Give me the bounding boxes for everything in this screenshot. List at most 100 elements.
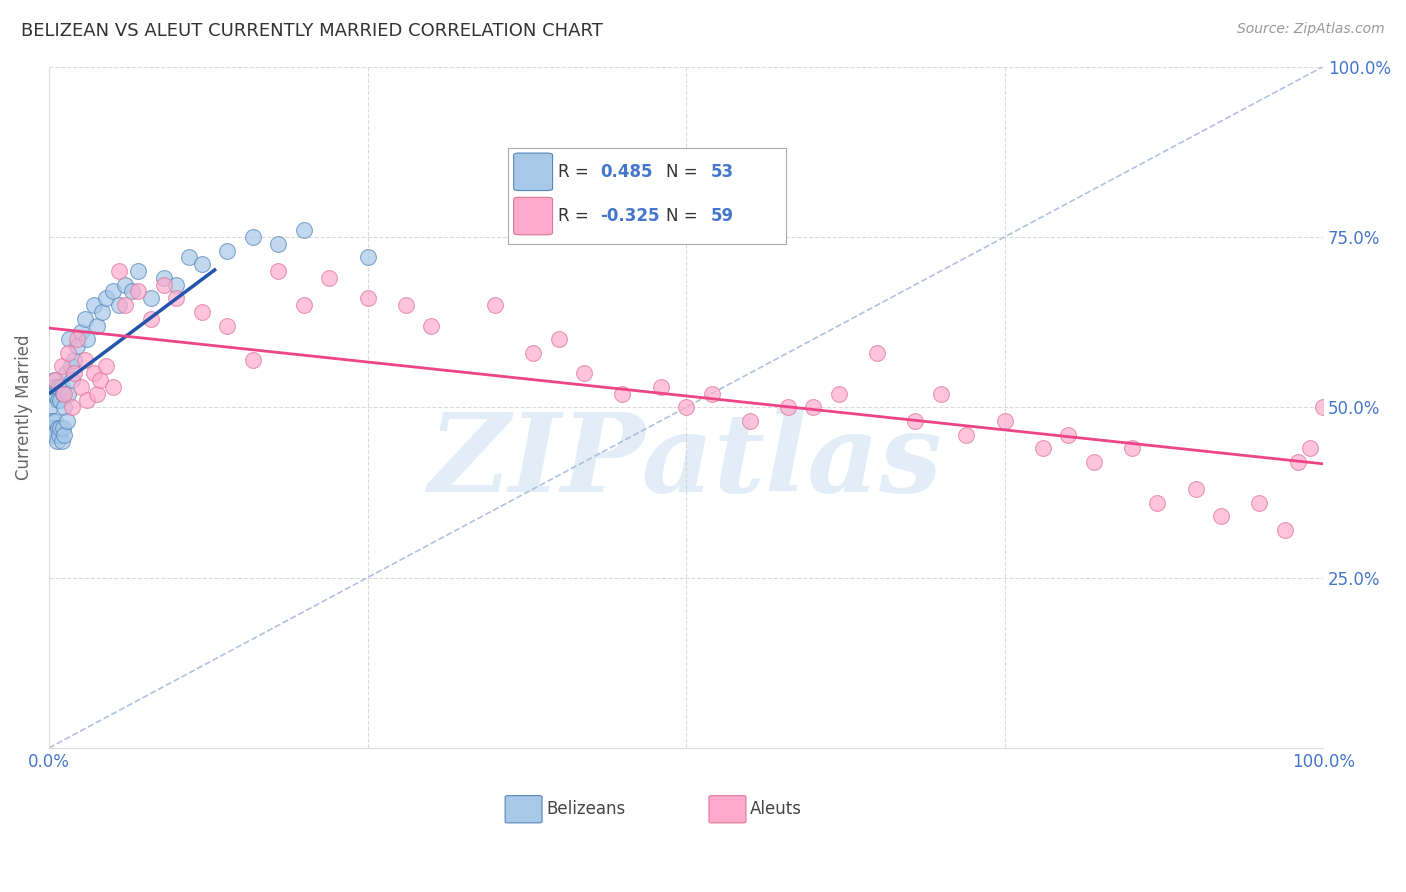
Text: R =: R = <box>558 163 595 181</box>
Point <box>63 366 86 380</box>
Point <box>55 366 77 380</box>
Point <box>318 270 340 285</box>
Point <box>1121 441 1143 455</box>
Text: N =: N = <box>666 207 703 225</box>
Point <box>52 420 75 434</box>
Point <box>675 401 697 415</box>
Point <box>45 434 67 449</box>
Point <box>803 401 825 415</box>
Point <box>96 359 118 374</box>
Point <box>66 332 89 346</box>
Point <box>41 386 63 401</box>
Point <box>356 251 378 265</box>
Point <box>217 244 239 258</box>
Point <box>1211 509 1233 524</box>
Point <box>53 401 76 415</box>
Point <box>1057 427 1080 442</box>
Point <box>1312 401 1334 415</box>
Point <box>242 230 264 244</box>
Point <box>91 305 114 319</box>
Point <box>101 285 124 299</box>
Point <box>127 264 149 278</box>
Point <box>59 359 82 374</box>
Point <box>152 277 174 292</box>
Point <box>121 285 143 299</box>
Point <box>44 414 66 428</box>
Point <box>53 386 76 401</box>
Point <box>42 380 65 394</box>
Point <box>127 285 149 299</box>
Point <box>1249 496 1271 510</box>
Point <box>73 352 96 367</box>
Point <box>48 380 70 394</box>
Point <box>866 345 889 359</box>
Point <box>904 414 927 428</box>
Point <box>191 257 214 271</box>
Text: BELIZEAN VS ALEUT CURRENTLY MARRIED CORRELATION CHART: BELIZEAN VS ALEUT CURRENTLY MARRIED CORR… <box>21 22 603 40</box>
Point <box>60 373 83 387</box>
Point <box>547 332 569 346</box>
Point <box>49 420 72 434</box>
Point <box>83 366 105 380</box>
Point <box>572 366 595 380</box>
Point <box>179 251 201 265</box>
Point <box>929 386 952 401</box>
Point <box>41 414 63 428</box>
Point <box>39 401 62 415</box>
Point <box>108 298 131 312</box>
Point <box>48 427 70 442</box>
Text: 0.485: 0.485 <box>600 163 652 181</box>
Point <box>700 386 723 401</box>
Point <box>42 420 65 434</box>
Point <box>51 359 73 374</box>
Point <box>420 318 443 333</box>
FancyBboxPatch shape <box>513 153 553 191</box>
Point <box>165 277 187 292</box>
Point <box>776 401 799 415</box>
Point <box>44 386 66 401</box>
Point <box>60 401 83 415</box>
Point <box>56 414 79 428</box>
Point <box>86 386 108 401</box>
Text: 53: 53 <box>711 163 734 181</box>
Point <box>217 318 239 333</box>
Text: N =: N = <box>666 163 703 181</box>
Point <box>1286 455 1309 469</box>
Point <box>1299 441 1322 455</box>
Point <box>49 393 72 408</box>
Point <box>96 291 118 305</box>
Point <box>69 380 91 394</box>
Point <box>73 311 96 326</box>
Point <box>191 305 214 319</box>
Point <box>42 373 65 387</box>
Text: -0.325: -0.325 <box>600 207 659 225</box>
FancyBboxPatch shape <box>709 796 747 823</box>
Y-axis label: Currently Married: Currently Married <box>15 334 32 480</box>
Point <box>52 386 75 401</box>
Text: Source: ZipAtlas.com: Source: ZipAtlas.com <box>1237 22 1385 37</box>
Point <box>46 420 69 434</box>
Point <box>69 326 91 340</box>
Point <box>42 427 65 442</box>
Point <box>994 414 1017 428</box>
Point <box>114 277 136 292</box>
Point <box>1184 482 1206 496</box>
Point <box>114 298 136 312</box>
Point <box>267 264 290 278</box>
Point <box>292 298 315 312</box>
Point <box>56 386 79 401</box>
Point <box>56 345 79 359</box>
Point <box>1083 455 1105 469</box>
Text: ZIPatlas: ZIPatlas <box>429 408 943 516</box>
Point <box>83 298 105 312</box>
FancyBboxPatch shape <box>505 796 543 823</box>
Point <box>1146 496 1168 510</box>
Point <box>522 345 544 359</box>
Point <box>53 427 76 442</box>
Text: Aleuts: Aleuts <box>749 800 801 818</box>
Point <box>45 380 67 394</box>
Point <box>1032 441 1054 455</box>
Point <box>51 434 73 449</box>
Point <box>139 311 162 326</box>
Point <box>828 386 851 401</box>
